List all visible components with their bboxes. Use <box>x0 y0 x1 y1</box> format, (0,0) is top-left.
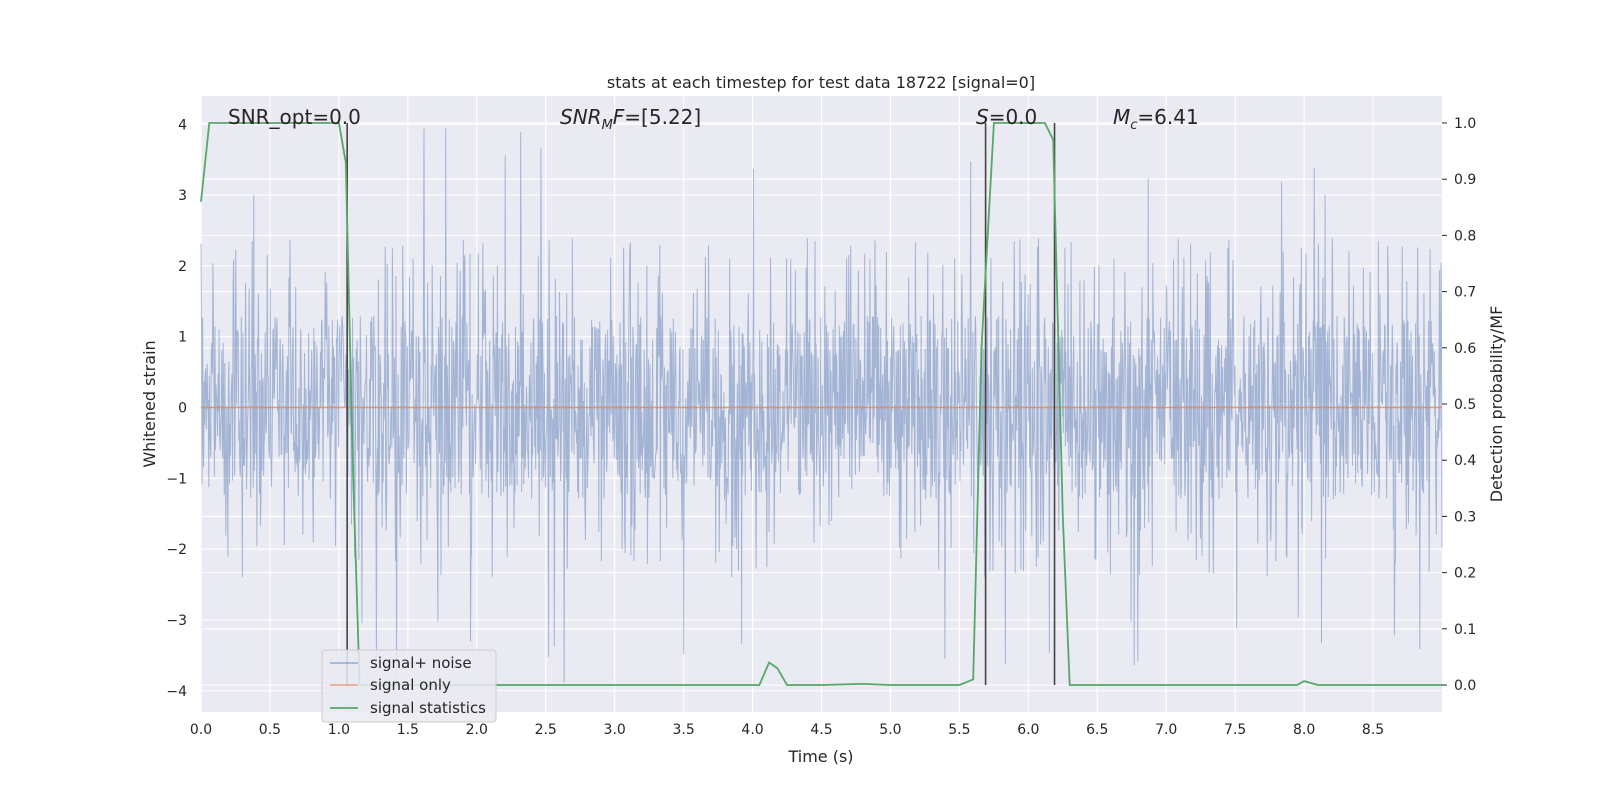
signal-statistics-line <box>200 122 1442 686</box>
legend-label-signal-only: signal only <box>370 676 451 694</box>
annotation-snr-mf-main: SNR <box>560 105 602 129</box>
y-tick-label: −1 <box>166 471 187 487</box>
legend-box <box>321 649 497 723</box>
y2-tick-label: 0.8 <box>1454 228 1476 244</box>
y2-tick-label: 0.6 <box>1454 341 1476 357</box>
x-tick-label: 2.0 <box>466 722 488 738</box>
x-tick-label: 4.5 <box>810 722 832 738</box>
x-tick-label: 8.0 <box>1293 722 1315 738</box>
x-tick-label: 3.5 <box>672 722 694 738</box>
y2-tick-label: 1.0 <box>1454 116 1476 132</box>
x-tick-label: 1.0 <box>328 722 350 738</box>
y-tick-label: −4 <box>166 684 187 700</box>
signal-noise-line <box>200 127 1443 683</box>
annotation-mc: Mc=6.41 <box>1113 105 1199 133</box>
x-axis-label: Time (s) <box>787 747 853 766</box>
legend: signal+ noise signal only signal statist… <box>321 649 497 723</box>
annotation-mc-sub: c <box>1130 118 1137 133</box>
y-tick-label: −3 <box>166 613 187 629</box>
y-tick-label: 3 <box>178 188 187 204</box>
y2-tick-label: 0.5 <box>1454 397 1476 413</box>
y2-tick-label: 0.9 <box>1454 172 1476 188</box>
legend-label-signal-statistics: signal statistics <box>370 699 486 717</box>
annotation-mc-main: M <box>1113 105 1130 129</box>
y-axis-label: Whitened strain <box>140 340 159 467</box>
annotation-snr-mf: SNRMF=[5.22] <box>560 105 701 133</box>
y2-tick-label: 0.3 <box>1454 509 1476 525</box>
x-tick-label: 2.5 <box>535 722 557 738</box>
annotation-s-value: =0.0 <box>989 105 1038 129</box>
x-axis-ticks: 0.0 0.5 1.0 1.5 2.0 2.5 3.0 3.5 4.0 4.5 5.0 5.5 6.0 6… <box>190 722 1384 738</box>
y-tick-label: 2 <box>178 259 187 275</box>
x-tick-label: 1.5 <box>397 722 419 738</box>
y2-tick-label: 0.0 <box>1454 678 1476 694</box>
y2-axis-label: Detection probability/MF <box>1487 306 1506 503</box>
x-tick-label: 5.0 <box>879 722 901 738</box>
x-tick-label: 6.5 <box>1086 722 1108 738</box>
y-tick-label: 1 <box>178 330 187 346</box>
annotation-s: S=0.0 <box>976 105 1037 129</box>
y-axis-ticks: 4 3 2 1 0 −1 −2 −3 −4 <box>166 117 187 699</box>
annotation-snr-mf-sub: M <box>602 118 613 133</box>
legend-label-signal-noise: signal+ noise <box>370 654 472 672</box>
series-signal-statistics <box>200 122 1442 686</box>
annotation-snr-opt: SNR_opt=0.0 <box>228 105 361 129</box>
series-signal-noise <box>200 127 1443 683</box>
y2-axis-ticks: 1.0 0.9 0.8 0.7 0.6 0.5 0.4 0.3 0.2 0.1 0.0 <box>1442 116 1476 694</box>
annotation-s-label: S <box>976 105 989 129</box>
y2-tick-label: 0.7 <box>1454 285 1476 301</box>
x-tick-label: 7.0 <box>1155 722 1177 738</box>
annotations: SNR_opt=0.0 SNRMF=[5.22] S=0.0 Mc=6.41 <box>228 105 1199 133</box>
annotation-snr-mf-italic: F <box>613 105 625 129</box>
y-tick-label: 4 <box>178 117 187 133</box>
chart-title: stats at each timestep for test data 187… <box>607 73 1035 92</box>
annotation-snr-mf-value: =[5.22] <box>624 105 701 129</box>
x-tick-label: 4.0 <box>741 722 763 738</box>
x-tick-label: 6.0 <box>1017 722 1039 738</box>
x-tick-label: 0.5 <box>259 722 281 738</box>
grid <box>200 96 1442 712</box>
x-tick-label: 8.5 <box>1362 722 1384 738</box>
x-tick-label: 5.5 <box>948 722 970 738</box>
y2-tick-label: 0.4 <box>1454 453 1476 469</box>
x-tick-label: 3.0 <box>604 722 626 738</box>
y-tick-label: −2 <box>166 542 187 558</box>
annotation-mc-value: =6.41 <box>1137 105 1198 129</box>
y2-tick-label: 0.1 <box>1454 622 1476 638</box>
y2-tick-label: 0.2 <box>1454 566 1476 582</box>
x-tick-label: 7.5 <box>1224 722 1246 738</box>
x-tick-label: 0.0 <box>190 722 212 738</box>
y-tick-label: 0 <box>178 401 187 417</box>
